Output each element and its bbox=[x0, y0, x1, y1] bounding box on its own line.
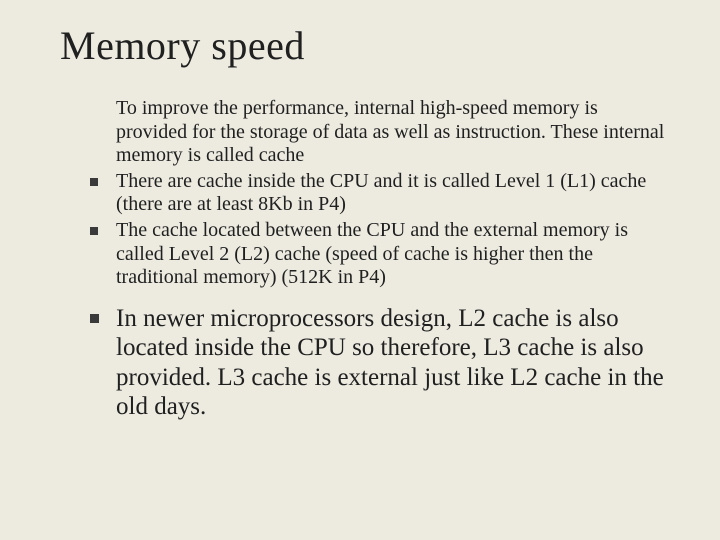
bullet-list: There are cache inside the CPU and it is… bbox=[60, 170, 670, 422]
bullet-item: There are cache inside the CPU and it is… bbox=[86, 170, 670, 217]
bullet-text: There are cache inside the CPU and it is… bbox=[116, 170, 646, 216]
bullet-text: The cache located between the CPU and th… bbox=[116, 219, 628, 288]
bullet-item: In newer microprocessors design, L2 cach… bbox=[86, 304, 670, 422]
slide: Memory speed To improve the performance,… bbox=[0, 0, 720, 540]
intro-text: To improve the performance, internal hig… bbox=[116, 97, 664, 166]
bullet-item: The cache located between the CPU and th… bbox=[86, 219, 670, 290]
slide-title: Memory speed bbox=[60, 22, 670, 69]
bullet-text: In newer microprocessors design, L2 cach… bbox=[116, 305, 664, 421]
intro-paragraph: To improve the performance, internal hig… bbox=[60, 97, 670, 168]
